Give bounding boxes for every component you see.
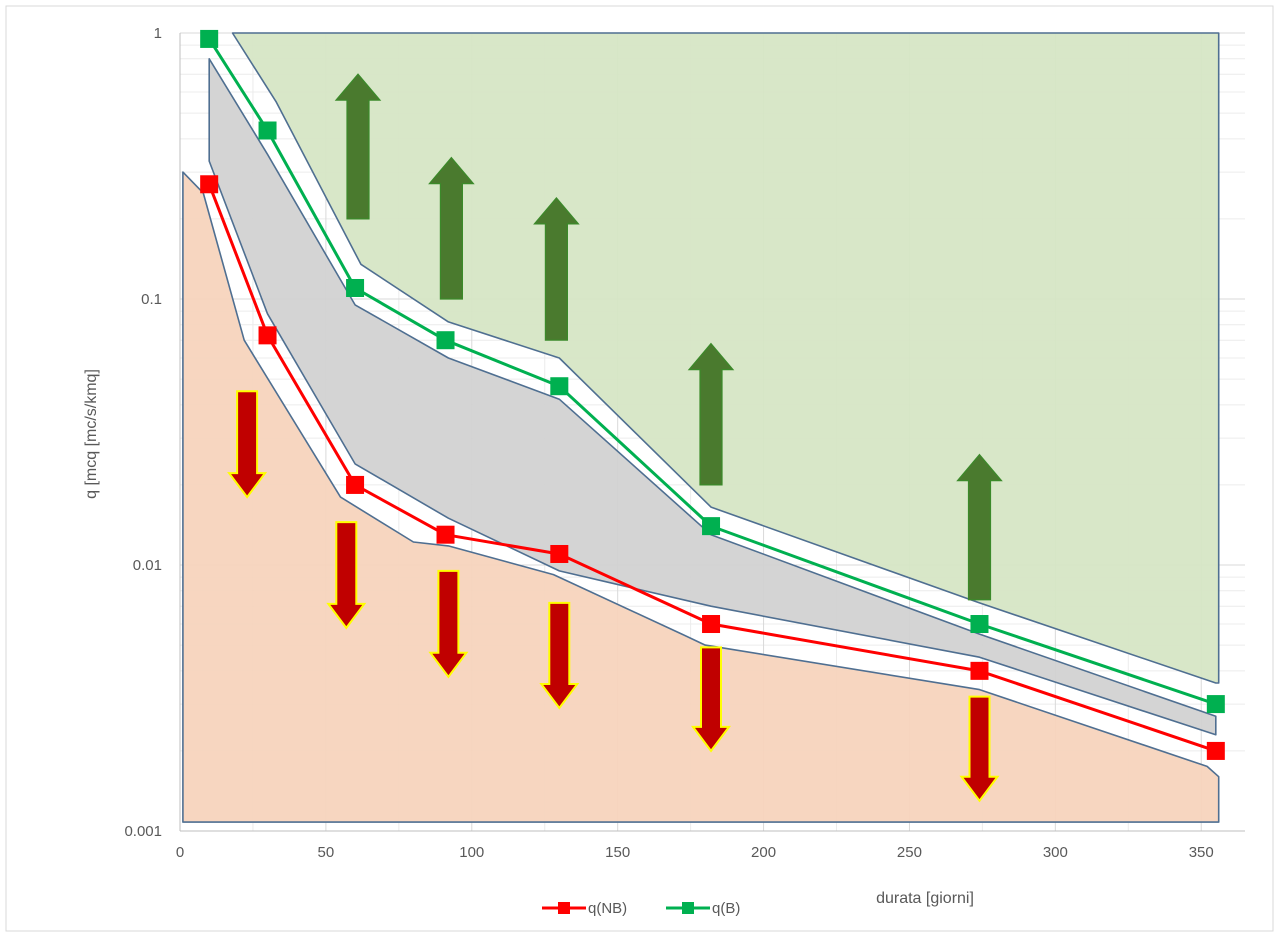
legend-item-qnb: q(NB) bbox=[542, 900, 627, 917]
up-arrow-2 bbox=[428, 156, 475, 300]
x-tick-label: 150 bbox=[605, 844, 630, 861]
data-point-qnb bbox=[1206, 741, 1225, 760]
down-arrow-2 bbox=[326, 521, 367, 630]
legend-item-qb: q(B) bbox=[666, 900, 740, 917]
y-tick-label: 0.001 bbox=[124, 823, 162, 840]
x-tick-label: 250 bbox=[897, 844, 922, 861]
x-tick-label: 350 bbox=[1189, 844, 1214, 861]
legend-swatch-marker bbox=[682, 902, 694, 914]
data-point-qb bbox=[258, 121, 277, 140]
data-point-qb bbox=[1206, 695, 1225, 714]
y-axis-title: q [mcq [mc/s/kmq] bbox=[83, 369, 100, 499]
y-tick-label: 1 bbox=[154, 25, 162, 42]
data-series bbox=[200, 29, 1225, 760]
legend-swatch-marker bbox=[558, 902, 570, 914]
x-axis-title: durata [giorni] bbox=[876, 890, 974, 907]
series-line-qb bbox=[207, 38, 1217, 706]
data-point-qb bbox=[970, 615, 989, 634]
data-point-qnb bbox=[200, 175, 219, 194]
data-point-qb bbox=[346, 278, 365, 297]
data-point-qb bbox=[436, 331, 455, 350]
data-point-qnb bbox=[346, 475, 365, 494]
data-point-qnb bbox=[702, 615, 721, 634]
data-point-qb bbox=[200, 29, 219, 48]
x-tick-label: 0 bbox=[176, 844, 184, 861]
up-arrow-1 bbox=[334, 73, 382, 220]
direction-arrows bbox=[227, 73, 1003, 803]
data-point-qb bbox=[550, 377, 569, 396]
down-arrow-1 bbox=[227, 390, 268, 499]
up-arrow-3 bbox=[533, 196, 580, 341]
axes: 0 50 100 150 200 250 300 350 0.001 0.01 0.1 1 bbox=[124, 25, 1245, 861]
x-tick-label: 200 bbox=[751, 844, 776, 861]
data-point-qnb bbox=[550, 544, 569, 563]
legend-label: q(B) bbox=[712, 900, 740, 917]
series-line-qnb bbox=[207, 183, 1217, 753]
x-tick-label: 100 bbox=[459, 844, 484, 861]
x-tick-label: 300 bbox=[1043, 844, 1068, 861]
y-tick-label: 0.1 bbox=[141, 291, 162, 308]
y-tick-label: 0.01 bbox=[133, 557, 162, 574]
gray-region bbox=[208, 57, 1217, 736]
down-arrow-4 bbox=[539, 601, 580, 710]
data-point-qnb bbox=[258, 326, 277, 345]
legend: q(NB) q(B) bbox=[542, 900, 740, 917]
up-arrow-5 bbox=[956, 453, 1003, 601]
down-arrow-6 bbox=[959, 695, 1000, 803]
x-tick-label: 50 bbox=[318, 844, 335, 861]
data-point-qnb bbox=[970, 661, 989, 680]
down-arrow-5 bbox=[691, 646, 731, 753]
legend-label: q(NB) bbox=[588, 900, 627, 917]
data-point-qnb bbox=[436, 525, 455, 544]
data-point-qb bbox=[702, 517, 721, 536]
up-arrow-4 bbox=[687, 342, 735, 486]
down-arrow-3 bbox=[428, 569, 469, 679]
